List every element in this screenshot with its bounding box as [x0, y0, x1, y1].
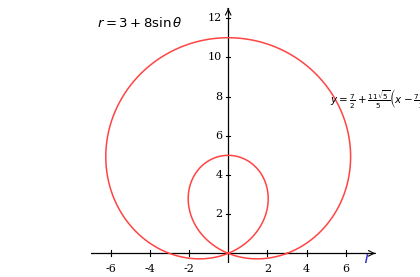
Text: 6: 6: [342, 264, 349, 274]
Text: 6: 6: [215, 131, 222, 141]
Text: 10: 10: [208, 52, 222, 62]
Text: 4: 4: [303, 264, 310, 274]
Text: -2: -2: [184, 264, 194, 274]
Text: 4: 4: [215, 170, 222, 180]
Text: -6: -6: [105, 264, 116, 274]
Text: 12: 12: [208, 13, 222, 23]
Text: 2: 2: [264, 264, 271, 274]
Text: $r = 3 + 8\sin\theta$: $r = 3 + 8\sin\theta$: [97, 16, 183, 30]
Text: 2: 2: [215, 209, 222, 219]
Text: 8: 8: [215, 91, 222, 102]
Text: $y = \frac{7}{2} + \frac{11\sqrt{5}}{5}\left(x - \frac{7\sqrt{5}}{2}\right)$: $y = \frac{7}{2} + \frac{11\sqrt{5}}{5}\…: [330, 87, 420, 110]
Text: -4: -4: [144, 264, 155, 274]
